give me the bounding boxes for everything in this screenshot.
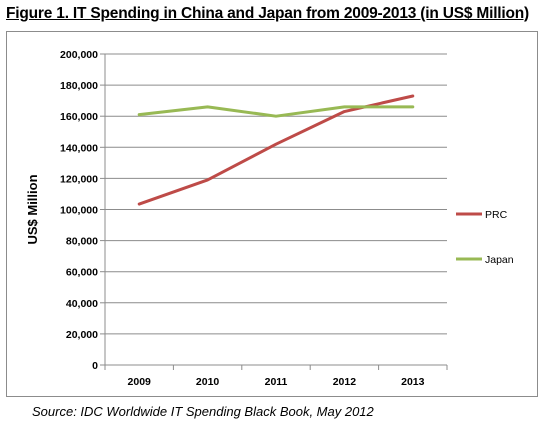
y-tick-label: 60,000 [66,267,98,279]
x-tick-label: 2011 [265,376,288,388]
y-tick-label: 140,000 [60,142,98,154]
y-axis-label: US$ Million [25,174,40,244]
legend-label-prc: PRC [485,209,508,221]
legend: PRC Japan [456,209,514,266]
source-note: Source: IDC Worldwide IT Spending Black … [32,404,374,419]
legend-label-japan: Japan [485,254,514,266]
x-tick-label: 2009 [128,376,152,388]
x-tick-label: 2013 [401,376,425,388]
x-tick-labels: 2009 2010 2011 2012 2013 [128,376,425,388]
y-tick-label: 120,000 [60,173,98,185]
axes [100,53,448,370]
series-line-prc [137,94,415,206]
x-tick-label: 2010 [196,376,220,388]
y-tick-label: 0 [92,360,98,372]
y-tick-label: 100,000 [60,205,98,217]
series-line-japan [137,105,415,118]
y-tick-label: 200,000 [60,49,98,61]
line-chart: 0 20,000 40,000 60,000 80,000 100,000 120,000 1… [25,49,514,388]
series-lines [137,94,415,206]
y-tick-label: 20,000 [66,329,98,341]
y-tick-label: 80,000 [66,236,98,248]
gridlines [105,53,447,335]
y-tick-labels: 0 20,000 40,000 60,000 80,000 100,000 120,000 1… [60,49,98,372]
figure-title: Figure 1. IT Spending in China and Japan… [6,5,530,22]
y-tick-label: 40,000 [66,298,98,310]
x-tick-label: 2012 [333,376,357,388]
y-tick-label: 180,000 [60,80,98,92]
y-tick-label: 160,000 [60,111,98,123]
chart-frame: 0 20,000 40,000 60,000 80,000 100,000 120,000 1… [6,31,538,397]
